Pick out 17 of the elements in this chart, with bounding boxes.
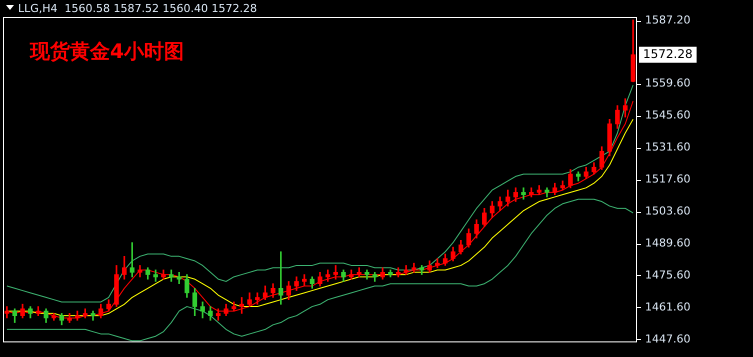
y-tick-label: 1489.60 — [645, 236, 690, 250]
candlestick — [521, 187, 526, 200]
y-tick-label: 1447.60 — [645, 332, 690, 346]
y-tick-label: 1503.60 — [645, 204, 690, 218]
y-tick-label: 1461.60 — [645, 300, 690, 314]
text: LLG,H4 1560.58 1587.52 1560.40 1572.28 — [18, 2, 257, 15]
y-tick-label: 1475.60 — [645, 268, 690, 282]
text: 现货黄金4小时图 — [29, 39, 184, 63]
y-tick-label: 1517.60 — [645, 172, 690, 186]
y-tick-label: 1545.60 — [645, 108, 690, 122]
text: 1572.28 — [643, 46, 693, 61]
y-tick-label: 1559.60 — [645, 76, 690, 90]
candlestick — [161, 270, 166, 280]
y-tick-label: 1587.20 — [645, 14, 690, 27]
candlestick — [544, 187, 550, 198]
candlestick — [138, 265, 142, 278]
y-tick-label: 1531.60 — [645, 140, 690, 154]
